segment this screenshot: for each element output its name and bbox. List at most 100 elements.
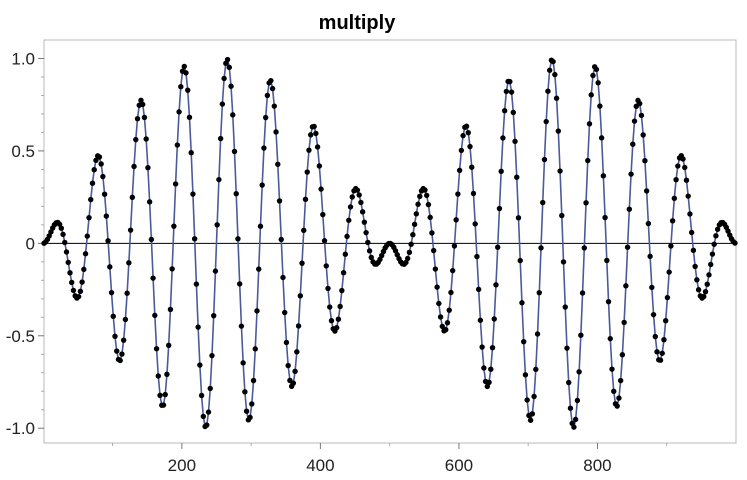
data-point	[306, 147, 312, 153]
data-point	[538, 245, 544, 251]
data-point	[63, 249, 70, 255]
data-point	[240, 360, 246, 366]
data-point	[143, 136, 149, 142]
data-point	[328, 317, 335, 324]
data-point	[527, 417, 534, 423]
data-point	[657, 357, 664, 363]
data-point	[231, 148, 238, 155]
data-point	[408, 241, 414, 247]
data-point	[153, 346, 160, 352]
data-point	[688, 229, 695, 236]
data-point	[706, 272, 712, 278]
data-point	[120, 337, 127, 343]
data-point	[493, 282, 499, 288]
data-point	[262, 114, 269, 121]
data-point	[602, 214, 608, 221]
data-point	[219, 101, 226, 107]
data-point	[233, 191, 239, 197]
data-point	[432, 266, 439, 272]
data-point	[463, 123, 470, 129]
data-point	[321, 238, 328, 244]
data-point	[543, 118, 549, 125]
data-point	[406, 249, 413, 256]
data-point	[84, 233, 90, 239]
data-point	[110, 313, 116, 320]
data-point	[150, 275, 156, 281]
data-point	[145, 164, 151, 171]
data-point	[264, 92, 271, 99]
data-point	[557, 168, 563, 174]
data-point	[98, 161, 104, 167]
data-point	[275, 161, 281, 167]
data-point	[249, 401, 255, 407]
data-point	[534, 331, 541, 337]
data-point	[579, 290, 586, 296]
data-point	[531, 393, 537, 400]
data-point	[152, 312, 158, 319]
data-point	[417, 193, 423, 199]
data-point	[358, 199, 364, 206]
data-point	[60, 231, 66, 238]
data-point	[690, 247, 697, 254]
data-point	[477, 317, 484, 323]
data-point	[323, 263, 329, 269]
data-point	[704, 281, 710, 287]
data-point	[230, 112, 236, 118]
chart-title: multiply	[319, 12, 397, 34]
data-point	[443, 326, 449, 333]
data-point	[550, 58, 556, 65]
data-point	[576, 369, 582, 375]
data-point	[214, 222, 220, 228]
data-point	[669, 218, 676, 224]
data-point	[82, 251, 89, 257]
data-point	[195, 324, 201, 330]
data-point	[131, 163, 137, 170]
data-point	[546, 67, 553, 73]
data-point	[105, 238, 111, 244]
data-point	[70, 287, 77, 294]
data-point	[200, 413, 207, 420]
data-point	[517, 257, 523, 264]
data-point	[448, 289, 454, 296]
data-point	[682, 164, 688, 171]
data-point	[616, 395, 622, 401]
data-point	[607, 335, 613, 342]
data-point	[193, 281, 200, 287]
data-point	[339, 287, 345, 294]
data-point	[628, 171, 634, 177]
data-point	[186, 114, 193, 121]
data-point	[69, 279, 75, 286]
data-point	[671, 195, 678, 201]
data-point	[664, 294, 671, 301]
data-point	[228, 83, 234, 89]
data-point	[141, 114, 148, 121]
data-point	[567, 405, 574, 411]
data-point	[299, 260, 305, 266]
data-point	[129, 194, 136, 201]
data-point	[221, 75, 227, 82]
data-point	[58, 225, 65, 231]
data-point	[101, 191, 108, 197]
data-point	[583, 200, 589, 206]
data-point	[413, 211, 420, 217]
data-point	[340, 270, 347, 276]
data-point	[455, 191, 461, 197]
data-point	[197, 362, 203, 368]
data-point	[250, 377, 257, 384]
data-point	[342, 251, 349, 257]
data-point	[174, 142, 181, 148]
data-point	[650, 311, 657, 318]
data-point	[600, 173, 607, 179]
data-points	[41, 56, 738, 430]
data-point	[81, 266, 87, 273]
data-point	[89, 180, 96, 186]
data-point	[470, 190, 477, 197]
data-point	[553, 95, 560, 101]
data-point	[327, 304, 333, 310]
data-point	[687, 211, 693, 217]
data-point	[77, 288, 84, 294]
y-tick-label: 0.5	[11, 142, 35, 161]
data-point	[609, 366, 615, 372]
data-point	[520, 338, 527, 345]
data-point	[167, 306, 174, 313]
